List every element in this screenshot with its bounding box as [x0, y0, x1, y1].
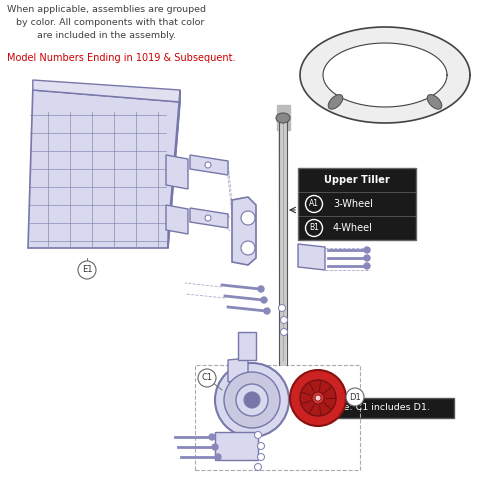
- Circle shape: [254, 431, 262, 439]
- Ellipse shape: [328, 95, 343, 109]
- FancyBboxPatch shape: [302, 398, 454, 418]
- Circle shape: [215, 454, 221, 460]
- Polygon shape: [300, 27, 470, 123]
- Circle shape: [280, 328, 287, 336]
- Circle shape: [241, 241, 255, 255]
- Circle shape: [205, 215, 211, 221]
- Circle shape: [258, 454, 264, 460]
- Circle shape: [315, 395, 321, 401]
- Circle shape: [78, 261, 96, 279]
- Circle shape: [205, 162, 211, 168]
- Text: Note: C1 includes D1.: Note: C1 includes D1.: [326, 403, 430, 412]
- Text: 4-Wheel: 4-Wheel: [333, 223, 373, 233]
- Circle shape: [278, 304, 285, 312]
- Circle shape: [224, 372, 280, 428]
- Polygon shape: [298, 244, 325, 270]
- Circle shape: [264, 308, 270, 314]
- Polygon shape: [28, 90, 180, 248]
- Circle shape: [346, 388, 364, 406]
- Circle shape: [306, 196, 322, 213]
- Circle shape: [290, 370, 346, 426]
- Polygon shape: [215, 432, 258, 460]
- Polygon shape: [190, 208, 228, 228]
- Text: C1: C1: [202, 373, 212, 383]
- Circle shape: [364, 255, 370, 261]
- Polygon shape: [232, 197, 256, 265]
- Circle shape: [306, 219, 322, 237]
- Circle shape: [244, 392, 260, 408]
- FancyBboxPatch shape: [298, 216, 416, 240]
- Text: A1: A1: [309, 199, 319, 209]
- Polygon shape: [190, 155, 228, 175]
- Polygon shape: [228, 358, 248, 382]
- Circle shape: [254, 464, 262, 470]
- Circle shape: [215, 363, 289, 437]
- FancyBboxPatch shape: [238, 332, 256, 360]
- Circle shape: [312, 392, 324, 404]
- Text: B1: B1: [309, 224, 319, 232]
- Polygon shape: [166, 205, 188, 234]
- Polygon shape: [168, 90, 180, 248]
- Circle shape: [209, 434, 215, 440]
- Text: D1: D1: [349, 393, 361, 401]
- Circle shape: [241, 211, 255, 225]
- Circle shape: [280, 316, 287, 324]
- Polygon shape: [279, 115, 287, 365]
- Circle shape: [300, 380, 336, 416]
- Circle shape: [261, 297, 267, 303]
- Circle shape: [258, 286, 264, 292]
- Ellipse shape: [276, 113, 290, 123]
- Text: Model Numbers Ending in 1019 & Subsequent.: Model Numbers Ending in 1019 & Subsequen…: [7, 53, 235, 63]
- Text: E1: E1: [82, 266, 92, 274]
- Text: 3-Wheel: 3-Wheel: [333, 199, 373, 209]
- Circle shape: [258, 442, 264, 450]
- Polygon shape: [277, 105, 290, 130]
- Polygon shape: [166, 155, 188, 189]
- Circle shape: [212, 444, 218, 450]
- Circle shape: [364, 247, 370, 253]
- Ellipse shape: [427, 95, 442, 109]
- Text: Upper Tiller: Upper Tiller: [324, 175, 390, 185]
- Text: When applicable, assemblies are grouped
   by color. All components with that co: When applicable, assemblies are grouped …: [7, 5, 206, 41]
- FancyBboxPatch shape: [298, 168, 416, 192]
- Circle shape: [364, 263, 370, 269]
- Circle shape: [236, 384, 268, 416]
- Circle shape: [198, 369, 216, 387]
- FancyBboxPatch shape: [298, 192, 416, 216]
- Polygon shape: [33, 80, 180, 102]
